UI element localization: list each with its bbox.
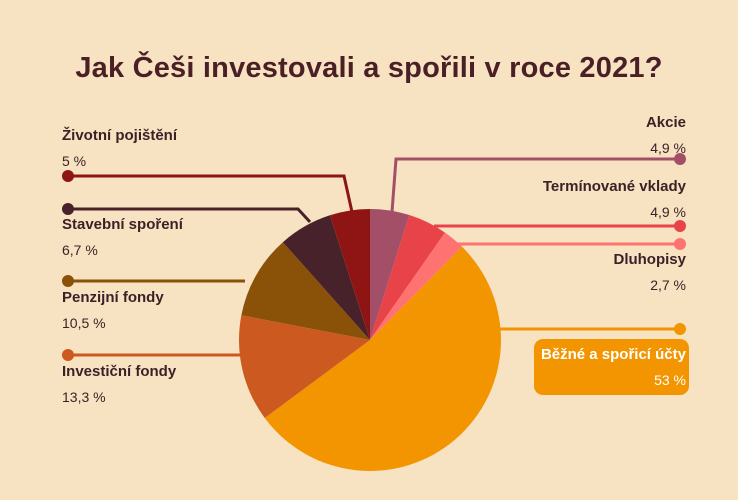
pie-slice-4 xyxy=(329,209,370,340)
label-zivotni-pojisteni: Životní pojištění 5 % xyxy=(62,127,177,169)
leader-dot-3 xyxy=(62,203,74,215)
label-terminovane-vklady: Termínované vklady 4,9 % xyxy=(543,178,686,220)
slice-value: 4,9 % xyxy=(650,140,686,156)
slice-name: Investiční fondy xyxy=(62,363,177,380)
label-investicni-fondy: Investiční fondy 13,3 % xyxy=(62,363,176,405)
pie-slice-6 xyxy=(370,215,446,340)
leader-dot-5 xyxy=(674,153,686,165)
slice-value: 4,9 % xyxy=(650,204,686,220)
label-stavebni-sporeni: Stavební spoření 6,7 % xyxy=(62,216,183,258)
label-bezne-a-sporici-ucty: Běžné a spořicí účty 53 % xyxy=(541,346,686,388)
chart-title: Jak Češi investovali a spořili v roce 20… xyxy=(75,52,663,84)
label-akcie: Akcie 4,9 % xyxy=(646,114,686,156)
leader-line-4 xyxy=(68,174,354,213)
leader-dot-6 xyxy=(674,220,686,232)
slice-value: 10,5 % xyxy=(62,315,106,331)
slice-name: Dluhopisy xyxy=(613,251,686,268)
highlight-box xyxy=(534,339,689,395)
slice-name: Životní pojištění xyxy=(62,127,177,144)
leader-dot-1 xyxy=(62,349,74,361)
leader-dot-4 xyxy=(62,170,74,182)
pie-slice-2 xyxy=(241,242,370,340)
slice-name: Penzijní fondy xyxy=(62,289,164,306)
pie-slice-3 xyxy=(282,215,370,340)
slice-value: 13,3 % xyxy=(62,389,106,405)
leader-line-5 xyxy=(390,157,680,213)
slice-value: 6,7 % xyxy=(62,242,98,258)
slice-value: 53 % xyxy=(654,372,686,388)
leader-line-3 xyxy=(68,207,312,224)
pie-slice-5 xyxy=(370,209,410,340)
label-penzijni-fondy: Penzijní fondy 10,5 % xyxy=(62,289,164,331)
slice-value: 5 % xyxy=(62,153,87,169)
leader-dot-7 xyxy=(674,238,686,250)
leader-dot-2 xyxy=(62,275,74,287)
pie-slice-7 xyxy=(370,232,462,340)
pie-slice-1 xyxy=(238,315,370,418)
slice-name: Akcie xyxy=(645,114,686,131)
pie-slice-0 xyxy=(264,246,501,471)
slice-value: 2,7 % xyxy=(650,277,686,293)
leader-dot-0 xyxy=(674,323,686,335)
label-dluhopisy: Dluhopisy 2,7 % xyxy=(613,251,686,293)
slice-name: Běžné a spořicí účty xyxy=(540,346,686,363)
slice-name: Termínované vklady xyxy=(542,178,686,195)
slice-name: Stavební spoření xyxy=(62,216,183,233)
